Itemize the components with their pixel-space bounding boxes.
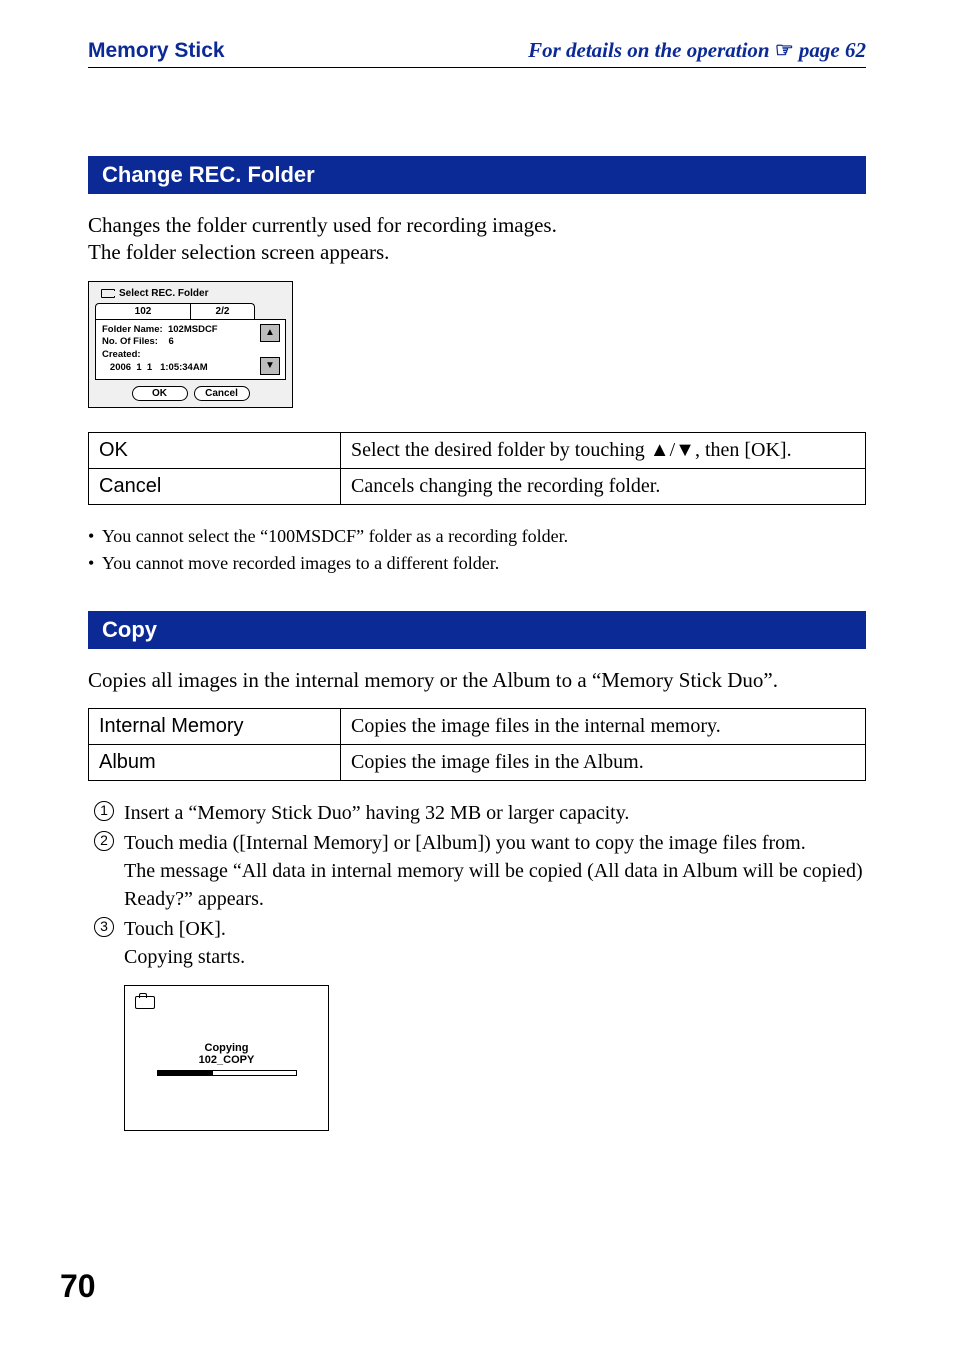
step-item: 1 Insert a “Memory Stick Duo” having 32 …	[88, 799, 866, 827]
ref-suffix: page 62	[794, 38, 866, 62]
step-text: Touch media ([Internal Memory] or [Album…	[124, 832, 806, 854]
action-desc: Cancels changing the recording folder.	[341, 468, 866, 504]
pointer-icon: ☞	[775, 38, 794, 62]
action-desc: Select the desired folder by touching ▲/…	[341, 432, 866, 468]
step-number-icon: 1	[94, 801, 114, 821]
table-row: Album Copies the image files in the Albu…	[89, 745, 866, 781]
folder-ok-button[interactable]: OK	[132, 386, 188, 401]
copy-sources-table: Internal Memory Copies the image files i…	[88, 708, 866, 781]
step-subtext: The message “All data in internal memory…	[124, 857, 866, 913]
page-header: Memory Stick For details on the operatio…	[88, 38, 866, 68]
folder-current-tab: 102	[95, 303, 191, 319]
step-subtext: Copying starts.	[124, 943, 866, 971]
change-rec-folder-intro: Changes the folder currently used for re…	[88, 212, 866, 267]
folder-cancel-button[interactable]: Cancel	[194, 386, 250, 401]
source-name: Album	[89, 745, 341, 781]
folder-name-line: Folder Name: 102MSDCF	[102, 324, 259, 337]
page-number: 70	[60, 1268, 96, 1305]
folder-pager: 2/2	[191, 303, 255, 319]
section-change-rec-folder-heading: Change REC. Folder	[88, 156, 866, 194]
copying-screenshot: Copying 102_COPY	[124, 985, 329, 1131]
folder-dialog-title: Select REC. Folder	[119, 288, 208, 299]
step-item: 2 Touch media ([Internal Memory] or [Alb…	[88, 829, 866, 913]
intro-l2: The folder selection screen appears.	[88, 240, 389, 264]
step-number-icon: 3	[94, 917, 114, 937]
copy-steps: 1 Insert a “Memory Stick Duo” having 32 …	[88, 799, 866, 971]
operation-reference: For details on the operation ☞ page 62	[528, 38, 866, 63]
folder-files-line: No. Of Files: 6	[102, 336, 259, 349]
note-item: You cannot move recorded images to a dif…	[88, 550, 866, 577]
rec-folder-actions-table: OK Select the desired folder by touching…	[88, 432, 866, 505]
copying-label-1: Copying	[135, 1042, 318, 1054]
ref-prefix: For details on the operation	[528, 38, 775, 62]
rec-folder-notes: You cannot select the “100MSDCF” folder …	[88, 523, 866, 577]
folder-time-line: 2006 1 1 1:05:34AM	[102, 362, 259, 375]
step-text: Touch [OK].	[124, 918, 226, 940]
select-rec-folder-screenshot: Select REC. Folder 102 2/2 Folder Name: …	[88, 281, 293, 408]
action-name: Cancel	[89, 468, 341, 504]
breadcrumb: Memory Stick	[88, 39, 225, 63]
intro-l1: Changes the folder currently used for re…	[88, 213, 557, 237]
source-desc: Copies the image files in the Album.	[341, 745, 866, 781]
note-item: You cannot select the “100MSDCF” folder …	[88, 523, 866, 550]
table-row: OK Select the desired folder by touching…	[89, 432, 866, 468]
action-name: OK	[89, 432, 341, 468]
folder-info-text: Folder Name: 102MSDCF No. Of Files: 6 Cr…	[102, 324, 259, 375]
section-copy-heading: Copy	[88, 611, 866, 649]
internal-memory-icon	[135, 996, 155, 1009]
folder-down-button[interactable]: ▼	[260, 357, 280, 375]
copy-progress-fill	[158, 1071, 213, 1075]
memory-stick-icon	[101, 289, 115, 298]
folder-up-button[interactable]: ▲	[260, 324, 280, 342]
source-name: Internal Memory	[89, 709, 341, 745]
table-row: Cancel Cancels changing the recording fo…	[89, 468, 866, 504]
copying-label-2: 102_COPY	[135, 1054, 318, 1066]
copy-progress-bar	[157, 1070, 297, 1076]
copy-intro: Copies all images in the internal memory…	[88, 667, 866, 694]
step-text: Insert a “Memory Stick Duo” having 32 MB…	[124, 802, 629, 824]
table-row: Internal Memory Copies the image files i…	[89, 709, 866, 745]
step-number-icon: 2	[94, 831, 114, 851]
folder-created-line: Created:	[102, 349, 259, 362]
step-item: 3 Touch [OK]. Copying starts.	[88, 915, 866, 971]
source-desc: Copies the image files in the internal m…	[341, 709, 866, 745]
